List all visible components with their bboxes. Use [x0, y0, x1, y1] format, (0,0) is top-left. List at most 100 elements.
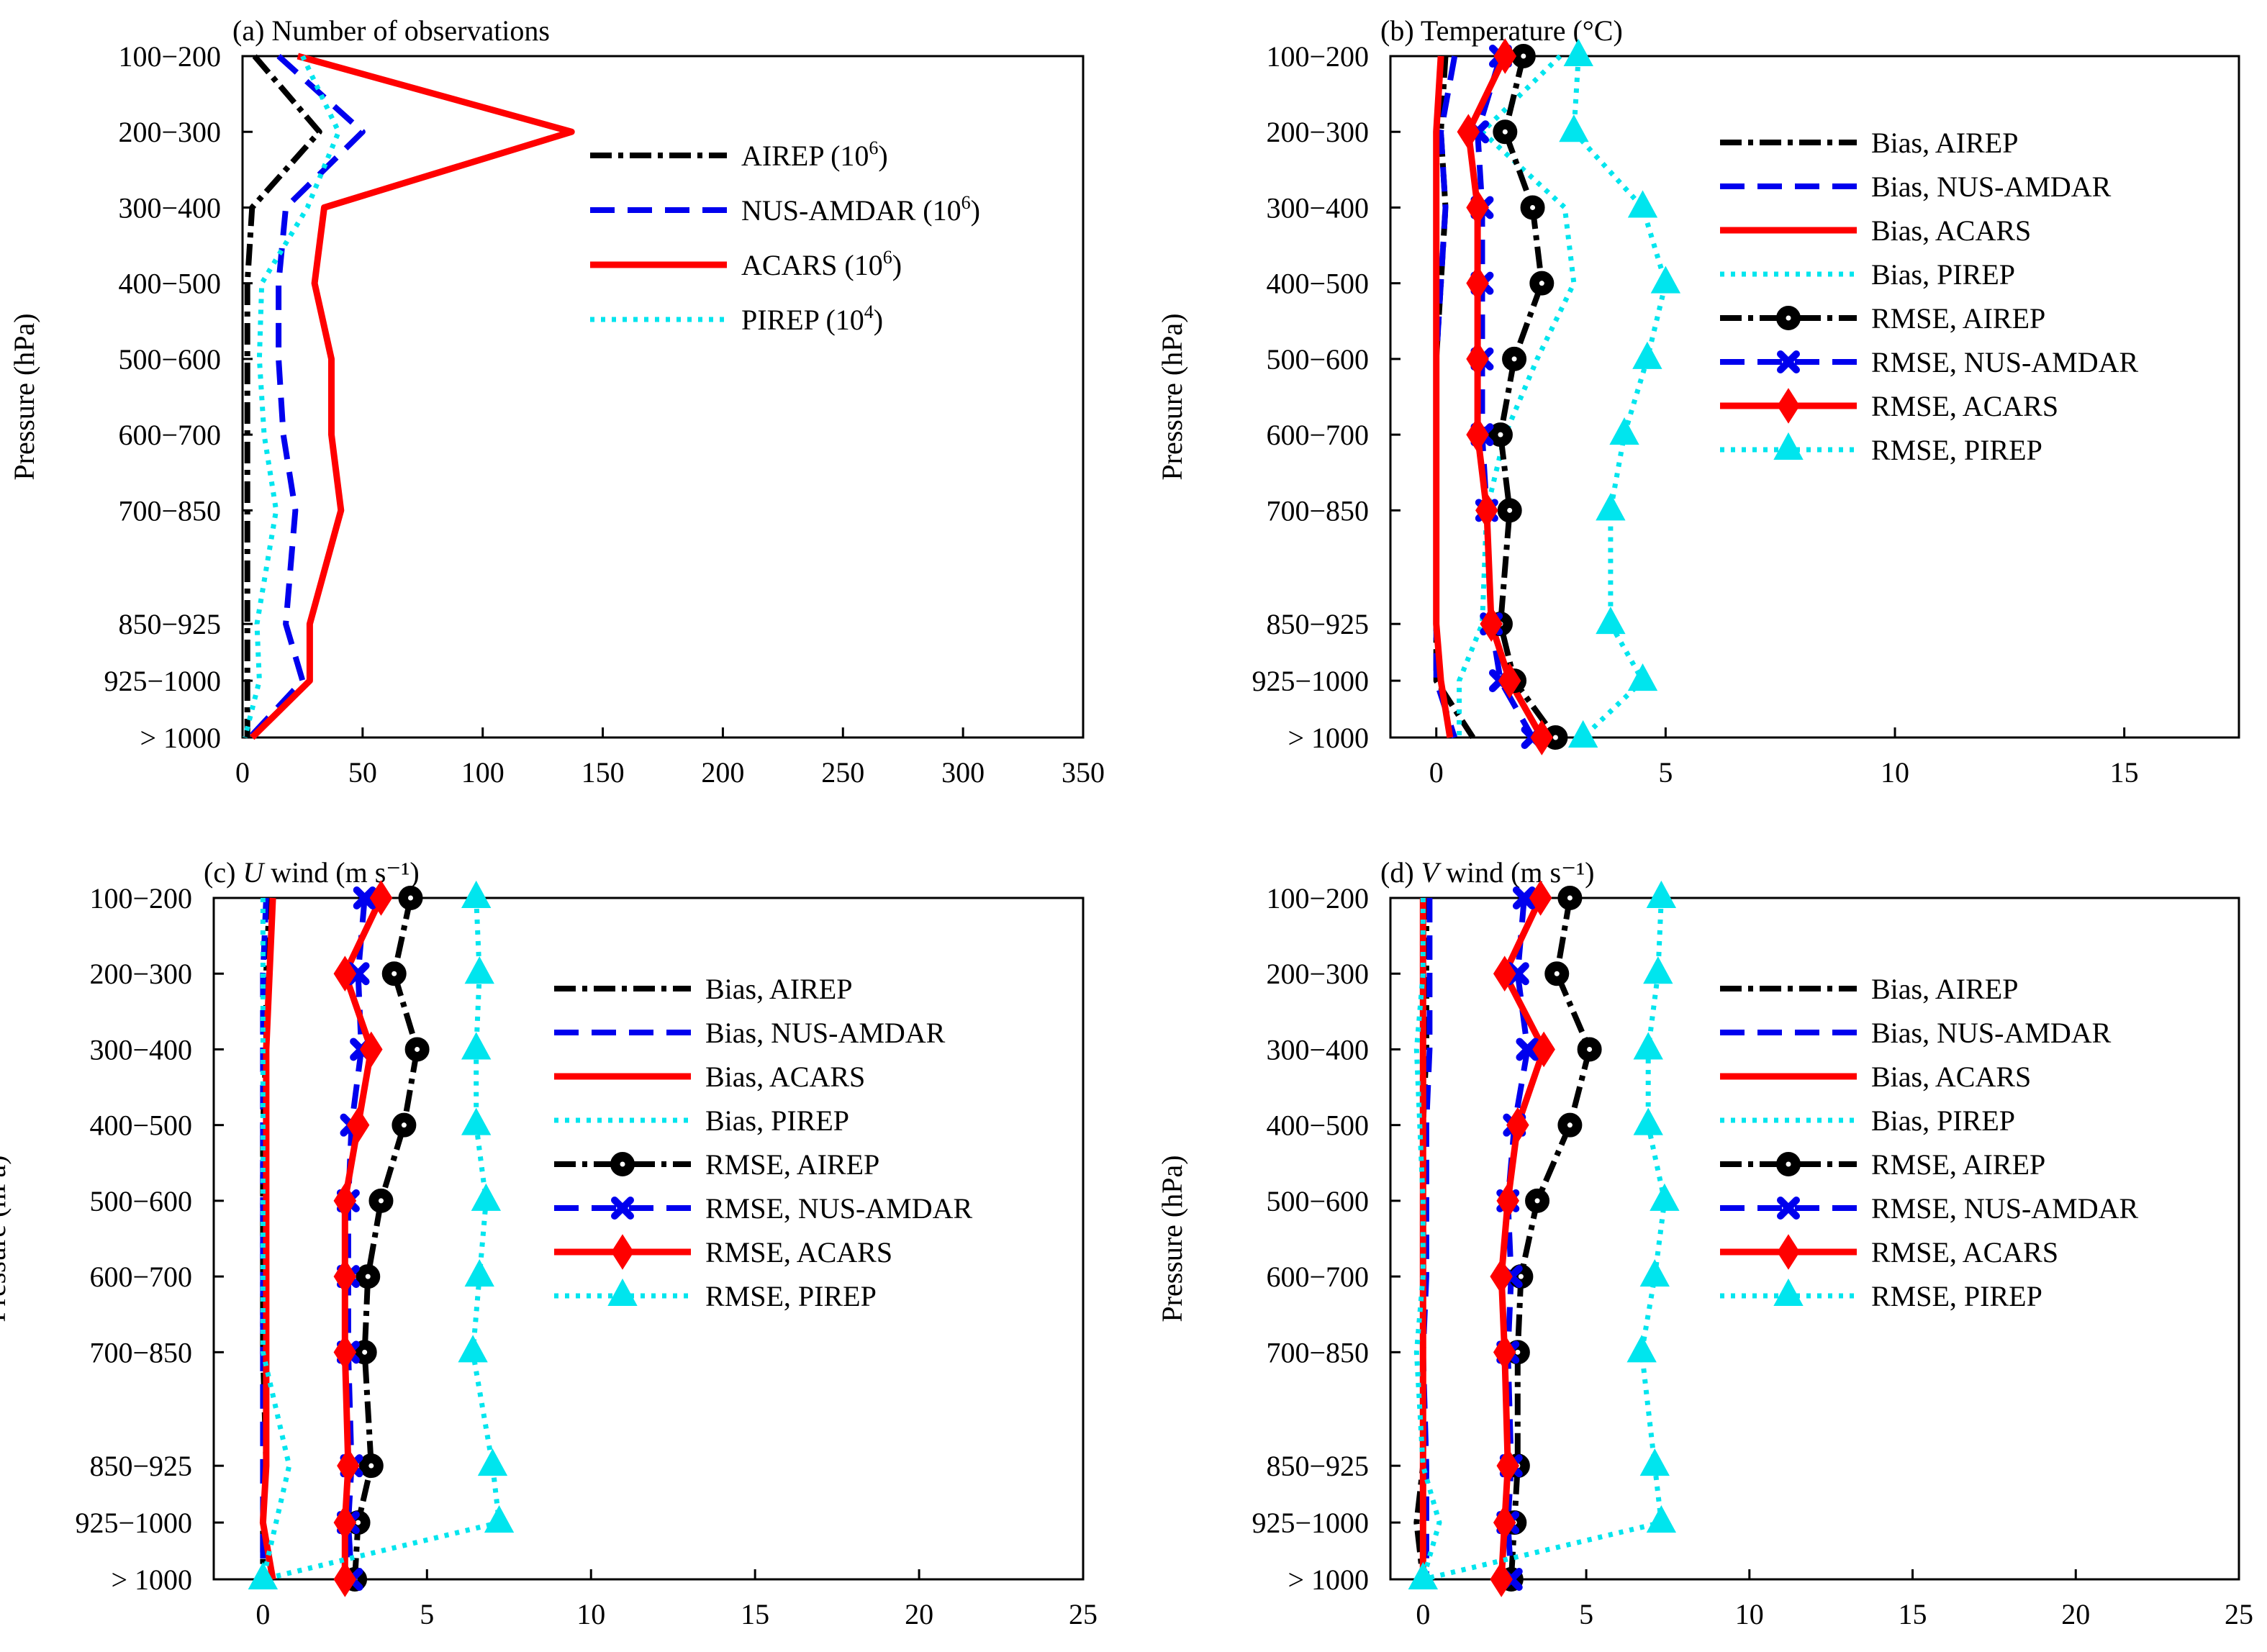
- y-tick-label: 700−850: [89, 1336, 192, 1369]
- x-tick-label: 20: [2061, 1598, 2090, 1630]
- series-line-pirep-rmse: [262, 897, 502, 1582]
- point-acars-diamond: [1496, 1448, 1520, 1484]
- legend-label: Bias, AIREP: [705, 973, 852, 1005]
- point-acars-diamond: [1480, 606, 1503, 642]
- x-tick-label: 5: [420, 1598, 434, 1630]
- legend-label: RMSE, PIREP: [705, 1280, 877, 1312]
- legend-label: RMSE, PIREP: [1871, 434, 2042, 466]
- y-tick-label: 500−600: [1266, 1185, 1369, 1217]
- y-tick-label: 850−925: [89, 1450, 192, 1482]
- y-tick-label: 200−300: [118, 116, 221, 148]
- panel-title: (b) Temperature (°C): [1380, 14, 1623, 47]
- legend-label: Bias, ACARS: [1871, 214, 2031, 247]
- series-line-pirep-bias: [242, 55, 341, 738]
- y-tick-label: > 1000: [1288, 1564, 1369, 1596]
- legend-marker-triangle: [1773, 432, 1804, 460]
- point-pirep-triangle: [1627, 663, 1658, 691]
- y-tick-label: 600−700: [1266, 419, 1369, 451]
- legend-label: Bias, PIREP: [705, 1104, 849, 1137]
- y-tick-label: 600−700: [118, 419, 221, 451]
- point-pirep-triangle: [461, 880, 492, 908]
- x-tick-label: 0: [1416, 1598, 1430, 1630]
- point-acars-diamond: [1466, 417, 1489, 453]
- point-pirep-triangle: [1632, 341, 1662, 369]
- point-pirep-triangle: [1646, 880, 1677, 908]
- y-tick-label: 925−1000: [1252, 1507, 1369, 1539]
- point-pirep-triangle: [1609, 417, 1639, 445]
- y-tick-label: 925−1000: [75, 1507, 192, 1539]
- x-tick-label: 5: [1658, 756, 1673, 789]
- series-line-acars-rmse: [341, 897, 384, 1579]
- y-tick-label: > 1000: [140, 722, 221, 754]
- panel-d: (d) V wind (m s⁻¹) Pressure (hPa) 100−200 2…: [1156, 856, 2253, 1630]
- y-tick-label: > 1000: [111, 1564, 192, 1596]
- y-axis-label: Pressure (hPa): [0, 1155, 12, 1322]
- series-line-pirep-bias: [1457, 54, 1577, 738]
- point-pirep-triangle: [477, 1448, 508, 1476]
- point-acars-diamond: [1475, 492, 1498, 529]
- legend-label: RMSE, PIREP: [1871, 1280, 2042, 1312]
- y-tick-label: 100−200: [1266, 40, 1369, 73]
- y-tick-label: 925−1000: [104, 665, 221, 697]
- legend-marker-x: [1777, 350, 1800, 373]
- series-line-nus_amdar-bias: [248, 54, 366, 740]
- point-pirep-triangle: [471, 1183, 502, 1211]
- point-acars-diamond: [337, 1448, 360, 1484]
- point-acars-diamond: [1466, 189, 1489, 226]
- point-acars-diamond: [1493, 1504, 1516, 1540]
- point-acars-diamond: [1490, 1561, 1513, 1597]
- legend-label: RMSE, ACARS: [705, 1236, 892, 1268]
- x-tick-label: 250: [821, 756, 864, 789]
- point-acars-diamond: [1466, 341, 1489, 377]
- point-pirep-triangle: [1559, 114, 1589, 142]
- point-pirep-triangle: [1596, 493, 1626, 521]
- point-pirep-triangle: [1650, 1183, 1680, 1211]
- y-tick-label: 850−925: [1266, 1450, 1369, 1482]
- series-line-nus_amdar-bias: [1420, 898, 1433, 1579]
- point-pirep-triangle: [1650, 266, 1681, 294]
- x-tick-label: 350: [1062, 756, 1105, 789]
- legend-marker-x: [1777, 1197, 1800, 1220]
- point-pirep-triangle: [1639, 1259, 1670, 1287]
- point-pirep-triangle: [1643, 956, 1673, 984]
- point-pirep-triangle: [458, 1335, 488, 1363]
- panel-a: (a) Number of observations Pressure (hPa)…: [8, 14, 1105, 789]
- x-tick-label: 25: [1069, 1598, 1098, 1630]
- series-line-airep-bias: [244, 54, 322, 738]
- y-axis-label: Pressure (hPa): [1156, 313, 1188, 480]
- legend-label: Bias, AIREP: [1871, 127, 2018, 159]
- point-pirep-triangle: [484, 1504, 515, 1533]
- panel-title: (d) V wind (m s⁻¹): [1380, 856, 1595, 889]
- legend-label: RMSE, AIREP: [705, 1148, 879, 1181]
- y-tick-label: 700−850: [1266, 494, 1369, 527]
- x-tick-label: 10: [576, 1598, 605, 1630]
- x-tick-label: 0: [255, 1598, 270, 1630]
- y-tick-label: 850−925: [1266, 608, 1369, 640]
- legend-label: RMSE, AIREP: [1871, 1148, 2045, 1181]
- point-pirep-triangle: [1639, 1448, 1670, 1476]
- plot-frame: [241, 55, 1085, 739]
- y-tick-label: 200−300: [89, 958, 192, 990]
- point-pirep-triangle: [1646, 1504, 1677, 1533]
- y-tick-label: 500−600: [118, 343, 221, 376]
- legend-label: RMSE, NUS-AMDAR: [705, 1192, 972, 1225]
- point-acars-diamond: [1498, 663, 1521, 699]
- point-nus_amdar-x: [1516, 1038, 1539, 1061]
- point-pirep-triangle: [1626, 1335, 1657, 1363]
- y-tick-label: > 1000: [1288, 722, 1369, 754]
- legend-label: Bias, NUS-AMDAR: [1871, 1017, 2112, 1049]
- legend-marker-triangle: [1773, 1278, 1804, 1306]
- x-tick-label: 150: [582, 756, 625, 789]
- point-pirep-triangle: [1567, 720, 1598, 748]
- point-acars-diamond: [333, 1561, 357, 1597]
- y-tick-label: 200−300: [1266, 958, 1369, 990]
- x-tick-label: 200: [701, 756, 744, 789]
- series-line-acars-rmse: [1465, 55, 1545, 740]
- legend-label: ACARS (106): [741, 247, 902, 281]
- y-tick-label: 500−600: [1266, 343, 1369, 376]
- y-tick-label: 700−850: [1266, 1336, 1369, 1369]
- y-tick-label: 300−400: [1266, 191, 1369, 224]
- x-tick-label: 300: [941, 756, 985, 789]
- point-acars-diamond: [346, 1107, 370, 1143]
